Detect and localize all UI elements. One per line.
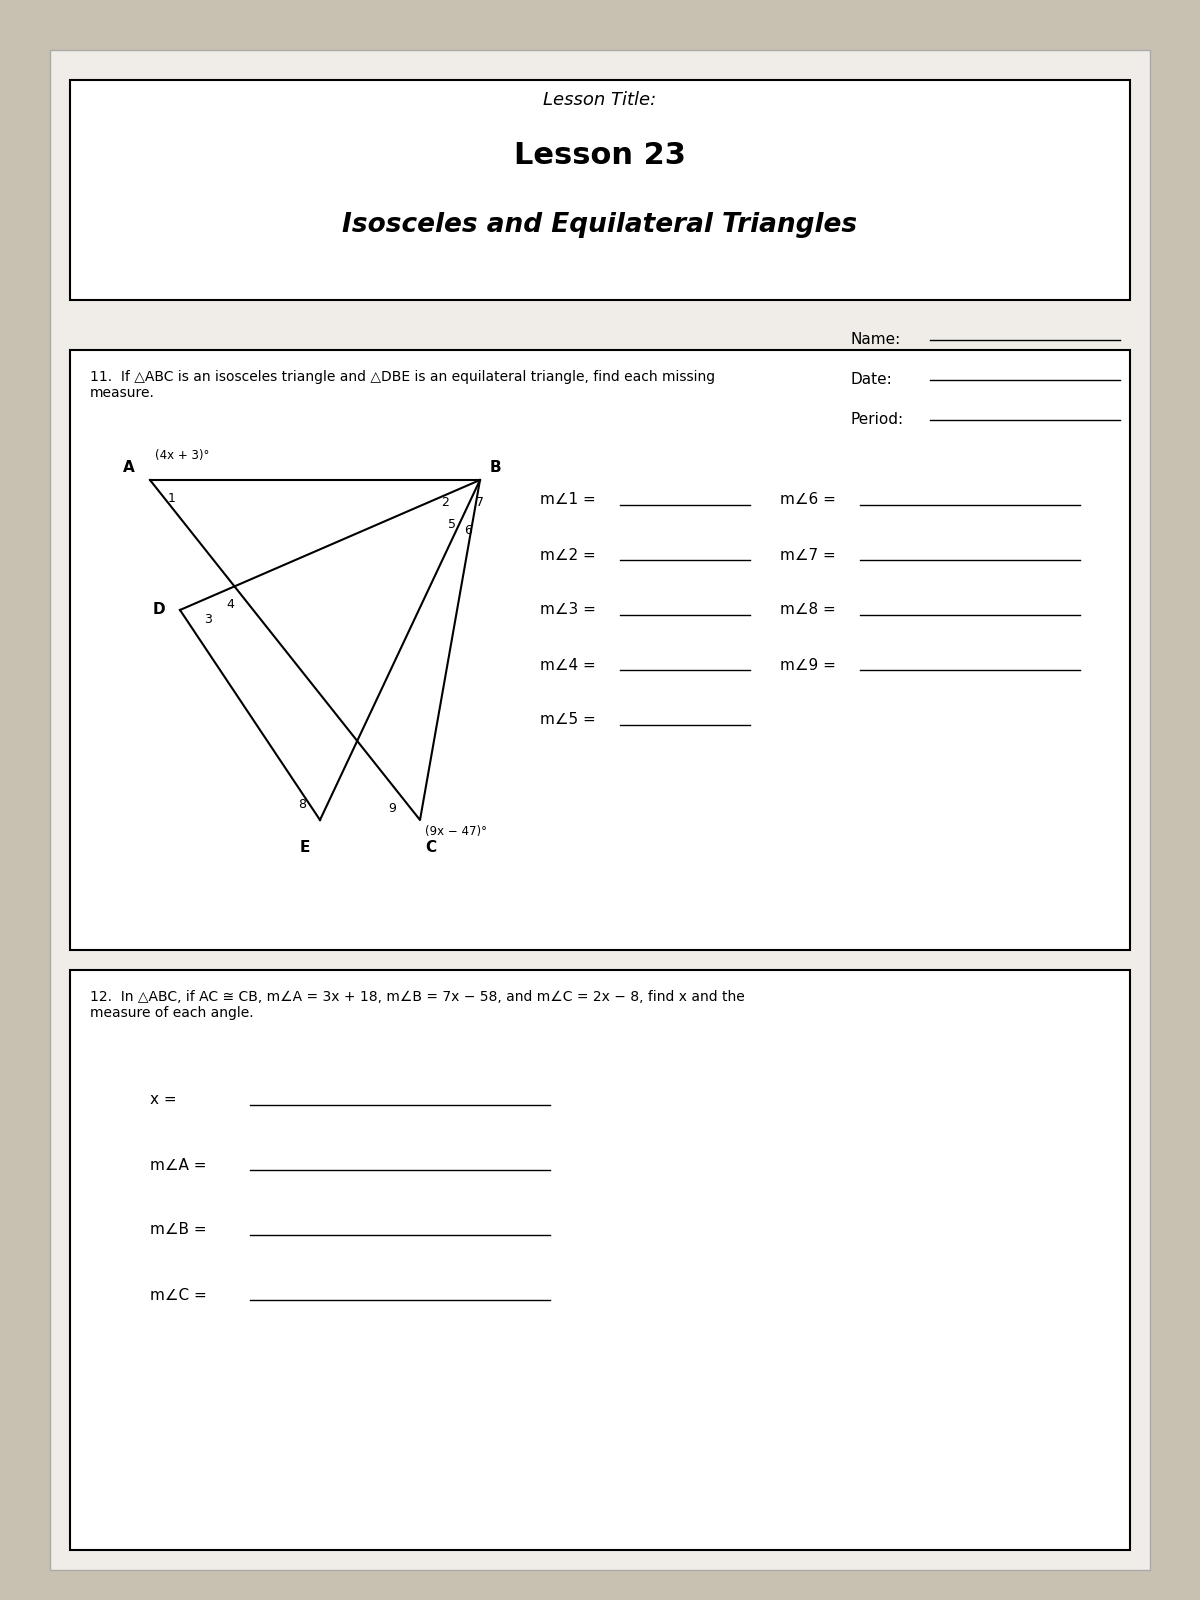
- Text: m∠9 =: m∠9 =: [780, 658, 836, 672]
- Text: E: E: [300, 840, 310, 854]
- Text: m∠C =: m∠C =: [150, 1288, 206, 1302]
- Text: 11.  If △ABC is an isosceles triangle and △DBE is an equilateral triangle, find : 11. If △ABC is an isosceles triangle and…: [90, 370, 715, 400]
- Bar: [70, 80, 1130, 301]
- Text: D: D: [152, 603, 166, 618]
- Text: m∠3 =: m∠3 =: [540, 603, 596, 618]
- Bar: [70, 350, 1130, 950]
- Text: m∠4 =: m∠4 =: [540, 658, 595, 672]
- Text: A: A: [124, 461, 134, 475]
- Text: 2: 2: [442, 496, 449, 509]
- Text: Name:: Name:: [850, 333, 900, 347]
- Text: 4: 4: [226, 598, 234, 611]
- Bar: [70, 970, 1130, 1550]
- Text: 1: 1: [168, 491, 176, 504]
- Text: 12.  In △ABC, if AC ≅ CB, m∠A = 3x + 18, m∠B = 7x − 58, and m∠C = 2x − 8, find x: 12. In △ABC, if AC ≅ CB, m∠A = 3x + 18, …: [90, 990, 745, 1021]
- Text: (4x + 3)°: (4x + 3)°: [155, 450, 209, 462]
- Text: m∠6 =: m∠6 =: [780, 493, 836, 507]
- Text: x =: x =: [150, 1093, 176, 1107]
- Text: B: B: [490, 461, 502, 475]
- Text: m∠5 =: m∠5 =: [540, 712, 595, 728]
- Text: m∠A =: m∠A =: [150, 1157, 206, 1173]
- Text: (9x − 47)°: (9x − 47)°: [425, 826, 487, 838]
- Polygon shape: [50, 50, 1150, 1570]
- Text: 8: 8: [298, 798, 306, 811]
- Text: C: C: [425, 840, 436, 854]
- Text: Date:: Date:: [850, 373, 892, 387]
- Text: m∠1 =: m∠1 =: [540, 493, 595, 507]
- Text: Period:: Period:: [850, 413, 904, 427]
- Text: 6: 6: [464, 523, 472, 536]
- Text: Lesson Title:: Lesson Title:: [544, 91, 656, 109]
- Text: m∠2 =: m∠2 =: [540, 547, 595, 563]
- Text: m∠B =: m∠B =: [150, 1222, 206, 1237]
- Text: 3: 3: [204, 613, 212, 627]
- Text: Lesson 23: Lesson 23: [514, 141, 686, 170]
- Text: m∠7 =: m∠7 =: [780, 547, 835, 563]
- Text: 7: 7: [476, 496, 484, 509]
- Text: Isosceles and Equilateral Triangles: Isosceles and Equilateral Triangles: [342, 211, 858, 238]
- Text: m∠8 =: m∠8 =: [780, 603, 835, 618]
- Text: 5: 5: [448, 518, 456, 531]
- Text: 9: 9: [388, 802, 396, 814]
